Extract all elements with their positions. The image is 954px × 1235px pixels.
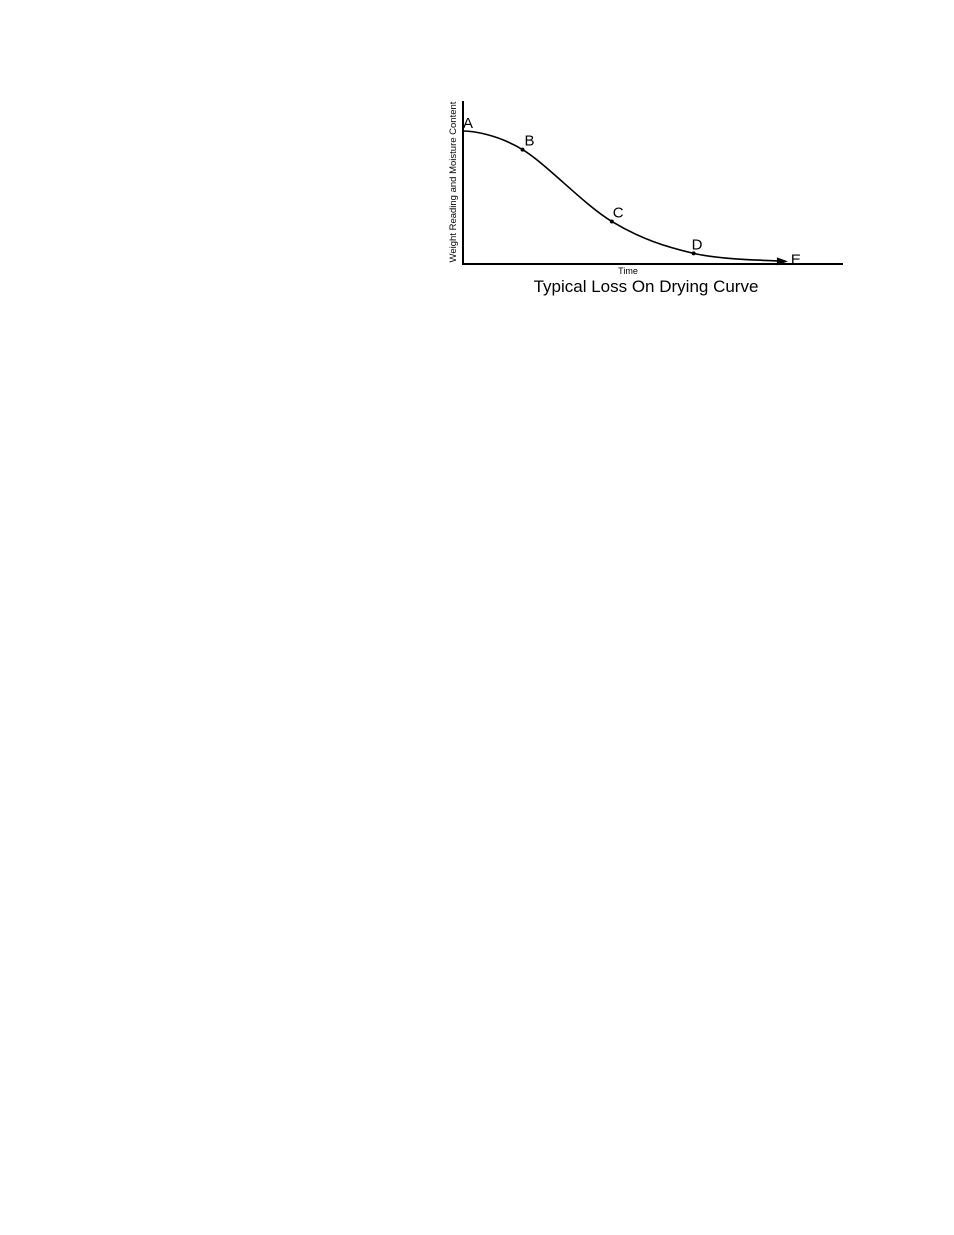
drying-curve-line — [462, 130, 783, 263]
curve-points: A B C D E — [463, 115, 801, 268]
point-label-d: D — [692, 236, 703, 253]
point-marker-b — [520, 147, 525, 152]
point-label-b: B — [525, 133, 535, 150]
y-axis-label: Weight Reading and Moisture Content — [448, 101, 459, 262]
point-label-a: A — [463, 115, 473, 132]
curve-arrowhead — [776, 257, 788, 266]
point-label-e: E — [791, 251, 801, 268]
point-label-c: C — [613, 204, 624, 221]
chart-title: Typical Loss On Drying Curve — [534, 277, 759, 296]
point-marker-d — [691, 251, 696, 256]
x-axis-label: Time — [618, 266, 638, 276]
point-marker-c — [609, 219, 614, 224]
